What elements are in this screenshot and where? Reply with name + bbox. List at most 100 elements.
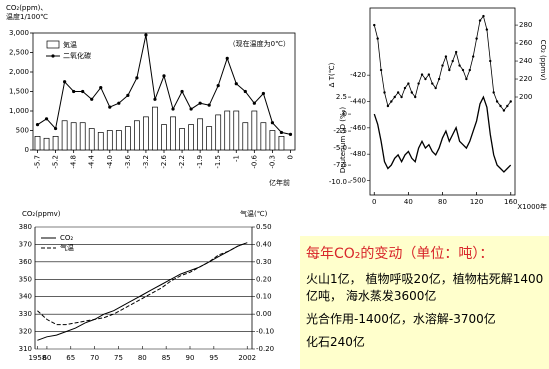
x-tick-label: 2002 (238, 354, 256, 362)
y3-tick-label: -440 (350, 98, 366, 106)
x-tick-label: 1958 (28, 354, 46, 362)
bar (88, 128, 95, 151)
bar (224, 110, 231, 151)
point (407, 82, 410, 85)
bar (52, 136, 59, 151)
x-tick-label: 95 (209, 354, 218, 362)
y3-tick-label: -460 (350, 124, 366, 132)
y-tick-label: 370 (19, 240, 32, 248)
bar (143, 116, 149, 151)
point (198, 101, 202, 105)
x-tick-label: 0 (286, 155, 294, 159)
y2-axis-label: 气温(℃) (240, 209, 268, 218)
point (410, 91, 413, 94)
legend-label: CO₂ (60, 234, 73, 242)
point (379, 68, 383, 72)
text-box-title: 每年CO₂的变动（单位：吨）： (306, 246, 494, 262)
y2-tick-label: -0.10 (256, 328, 274, 336)
annotation: （现在温度为0℃） (229, 39, 290, 48)
point (461, 68, 465, 72)
bar (70, 122, 77, 151)
y2-tick-label: -0.20 (256, 345, 274, 353)
point (492, 91, 495, 94)
y3-tick-label: -500 (350, 177, 366, 185)
x-tick-label: -1.9 (196, 155, 204, 169)
point (441, 64, 444, 67)
point (252, 101, 256, 105)
y-tick-label: 380 (19, 223, 32, 231)
x-tick-label: 120 (470, 198, 483, 206)
x-tick-label: 80 (138, 354, 147, 362)
point (437, 77, 441, 81)
point (396, 91, 400, 94)
point (414, 95, 417, 99)
paragraph: 化石240亿 (306, 335, 365, 349)
y-tick-label: 2,000 (9, 68, 29, 76)
point (72, 89, 76, 94)
y-tick-label: 1,500 (9, 88, 29, 96)
y-axis-label: CO₂(ppmv) (22, 210, 61, 218)
point (207, 103, 211, 107)
y-tick-label: 330 (19, 310, 32, 318)
y2-tick-label: 0.20 (256, 275, 272, 283)
point (117, 101, 121, 105)
point (475, 37, 478, 40)
y-tick-label: 350 (19, 275, 32, 283)
point (144, 33, 148, 37)
point (434, 86, 437, 90)
bar (278, 136, 285, 151)
line (373, 95, 512, 173)
point (383, 91, 386, 94)
x-axis-label: X1000年 (517, 202, 547, 211)
point (482, 14, 485, 18)
x-tick-label: 75 (114, 354, 123, 362)
bar (215, 114, 222, 151)
x-tick-label: -1.5 (214, 155, 222, 169)
x-tick-label: 80 (438, 198, 447, 206)
point (417, 82, 420, 85)
y-tick-label: -10.0 (329, 178, 347, 186)
point (468, 68, 471, 72)
y-tick-label: 0 (343, 110, 347, 118)
y-tick-label: 3,000 (9, 29, 29, 37)
paragraph: 火山1亿， 植物呼吸20亿，植物枯死解1400亿吨， 海水蒸发3600亿 (306, 272, 544, 303)
point (427, 73, 431, 76)
point (403, 86, 407, 90)
point (499, 104, 502, 108)
point (478, 19, 482, 22)
point (424, 77, 427, 81)
x-tick-label: -3.2 (142, 155, 150, 169)
point (225, 56, 229, 60)
bar (115, 130, 122, 151)
y2-tick-label: 240 (519, 57, 532, 65)
bar (251, 110, 258, 151)
point (108, 105, 112, 109)
point (489, 59, 492, 63)
legend-swatch (51, 54, 55, 58)
point (90, 97, 94, 101)
x-tick-label: 60 (42, 354, 51, 362)
y3-tick-label: -480 (350, 150, 366, 158)
legend-label: 气温 (60, 243, 74, 252)
point (431, 82, 434, 85)
point (400, 95, 403, 99)
bar (61, 120, 68, 151)
x-tick-label: -5.7 (34, 155, 42, 169)
point (420, 73, 424, 76)
x-tick-label: -1 (232, 155, 240, 162)
x-tick-label: 90 (186, 354, 195, 362)
y2-tick-label: 0.30 (256, 258, 272, 266)
y2-tick-label: 260 (519, 39, 532, 47)
point (53, 126, 58, 131)
y2-tick-label: 280 (519, 21, 532, 29)
y-tick-label: 320 (19, 328, 32, 336)
point (234, 82, 238, 86)
point (216, 84, 220, 88)
x-tick-label: -3.6 (124, 154, 132, 168)
point (393, 95, 396, 99)
y-tick-label: 360 (19, 258, 32, 266)
point (506, 104, 509, 108)
bar (124, 126, 131, 151)
x-tick-label: 160 (504, 198, 517, 206)
point (135, 76, 139, 80)
